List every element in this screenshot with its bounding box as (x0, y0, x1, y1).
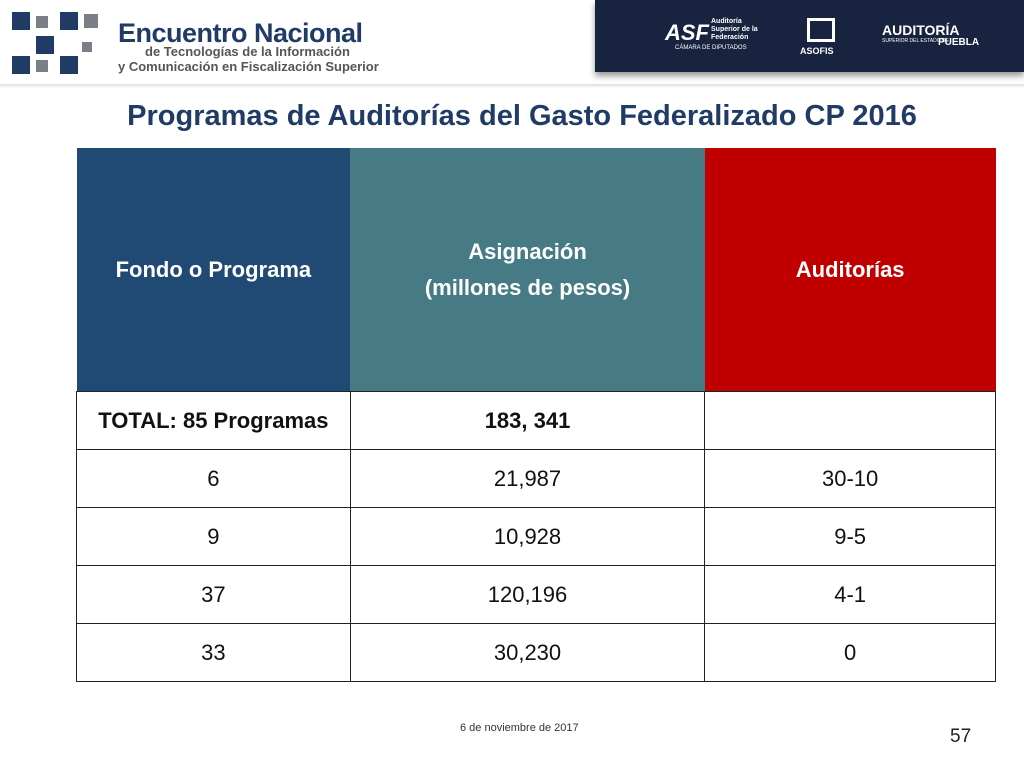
table-cell: 9-5 (704, 507, 996, 566)
table-row: TOTAL: 85 Programas 183, 341 (76, 391, 996, 450)
table-cell: 9 (76, 507, 351, 566)
table-row: 37 120,196 4-1 (76, 565, 996, 624)
puebla-sub: SUPERIOR DEL ESTADO DE (882, 38, 949, 44)
table-cell: 6 (76, 449, 351, 508)
table-cell: 21,987 (349, 449, 706, 508)
table-cell: 0 (704, 623, 996, 682)
table-cell: 30-10 (704, 449, 996, 508)
table-cell: 10,928 (349, 507, 706, 566)
partner-panel: ASF Auditoría Superior de la Federación … (595, 0, 1024, 72)
column-header: Fondo o Programa (76, 148, 351, 392)
table-cell: 183, 341 (349, 391, 706, 450)
column-header: Asignación (millones de pesos) (350, 148, 705, 392)
table-row: 33 30,230 0 (76, 623, 996, 682)
logo-subtitle: de Tecnologías de la Información (145, 44, 350, 59)
table-cell: 33 (76, 623, 351, 682)
header-shadow (0, 84, 1024, 88)
column-header: Auditorías (704, 148, 996, 392)
logo-title: Encuentro Nacional (118, 18, 363, 48)
table-cell: 30,230 (349, 623, 706, 682)
table-row: 6 21,987 30-10 (76, 449, 996, 508)
logo-icon (12, 12, 98, 74)
table-cell: TOTAL: 85 Programas (76, 391, 351, 450)
page-number: 57 (950, 726, 972, 747)
table-cell: 4-1 (704, 565, 996, 624)
table-cell (704, 391, 996, 450)
asofis-icon (807, 18, 835, 42)
table-cell: 120,196 (349, 565, 706, 624)
puebla-top: AUDITORÍA (882, 22, 960, 38)
table-row: 9 10,928 9-5 (76, 507, 996, 566)
logo-subtitle: y Comunicación en Fiscalización Superior (118, 59, 379, 74)
asofis-logo: ASOFIS (800, 46, 834, 56)
table-cell: 37 (76, 565, 351, 624)
asf-logo: ASF (665, 20, 709, 45)
audit-table: Fondo o Programa Asignación (millones de … (76, 148, 996, 682)
asf-sub: CÁMARA DE DIPUTADOS (675, 45, 747, 51)
slide-title: Programas de Auditorías del Gasto Federa… (127, 100, 917, 132)
asf-name: Auditoría Superior de la Federación (711, 18, 758, 41)
puebla-logo: PUEBLA (938, 37, 980, 48)
footer-date: 6 de noviembre de 2017 (460, 722, 579, 734)
